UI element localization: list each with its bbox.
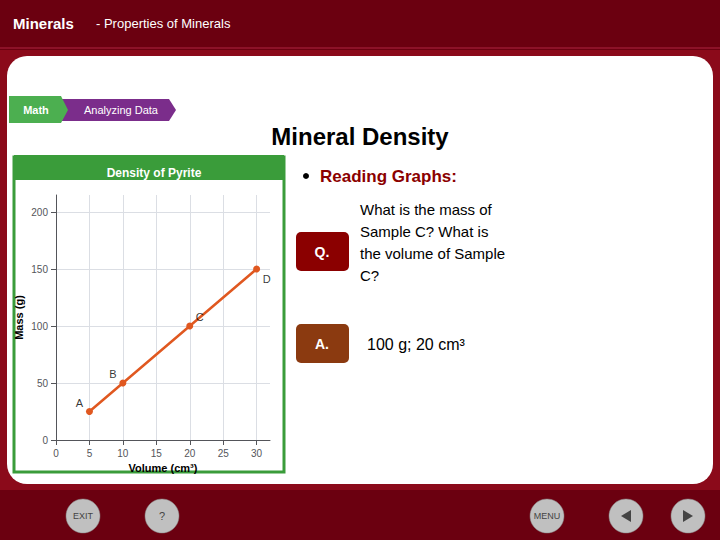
svg-text:Mass (g): Mass (g) — [13, 295, 25, 340]
svg-text:0: 0 — [42, 435, 48, 446]
svg-text:Analyzing Data: Analyzing Data — [84, 104, 159, 116]
svg-text:Sample C? What is: Sample C? What is — [360, 223, 488, 240]
svg-text:A.: A. — [315, 336, 329, 352]
svg-text:50: 50 — [37, 378, 49, 389]
svg-text:Volume (cm³): Volume (cm³) — [129, 462, 198, 474]
svg-text:C: C — [196, 311, 204, 323]
svg-text:20: 20 — [184, 448, 196, 459]
svg-text:What is the mass of: What is the mass of — [360, 201, 493, 218]
svg-text:25: 25 — [218, 448, 230, 459]
svg-text:Density of Pyrite: Density of Pyrite — [107, 166, 202, 180]
svg-text:- Properties of Minerals: - Properties of Minerals — [96, 16, 231, 31]
svg-text:100: 100 — [31, 321, 48, 332]
svg-text:MENU: MENU — [534, 511, 561, 521]
svg-text:D: D — [263, 273, 271, 285]
svg-text:15: 15 — [151, 448, 163, 459]
svg-text:EXIT: EXIT — [73, 511, 94, 521]
svg-text:10: 10 — [117, 448, 129, 459]
svg-text:0: 0 — [53, 448, 59, 459]
svg-text:Reading Graphs:: Reading Graphs: — [320, 167, 457, 186]
svg-text:100 g; 20 cm³: 100 g; 20 cm³ — [367, 336, 466, 353]
svg-text:30: 30 — [251, 448, 263, 459]
svg-text:5: 5 — [87, 448, 93, 459]
svg-text:C?: C? — [360, 267, 379, 284]
svg-text:Minerals: Minerals — [13, 15, 74, 32]
svg-text:B: B — [109, 368, 116, 380]
svg-text:Math: Math — [23, 104, 49, 116]
svg-text:the volume of Sample: the volume of Sample — [360, 245, 505, 262]
svg-text:Q.: Q. — [315, 244, 330, 260]
svg-text:150: 150 — [31, 264, 48, 275]
svg-text:200: 200 — [31, 207, 48, 218]
svg-text:A: A — [76, 397, 84, 409]
svg-text:Mineral Density: Mineral Density — [271, 123, 449, 150]
svg-text:?: ? — [159, 510, 165, 522]
